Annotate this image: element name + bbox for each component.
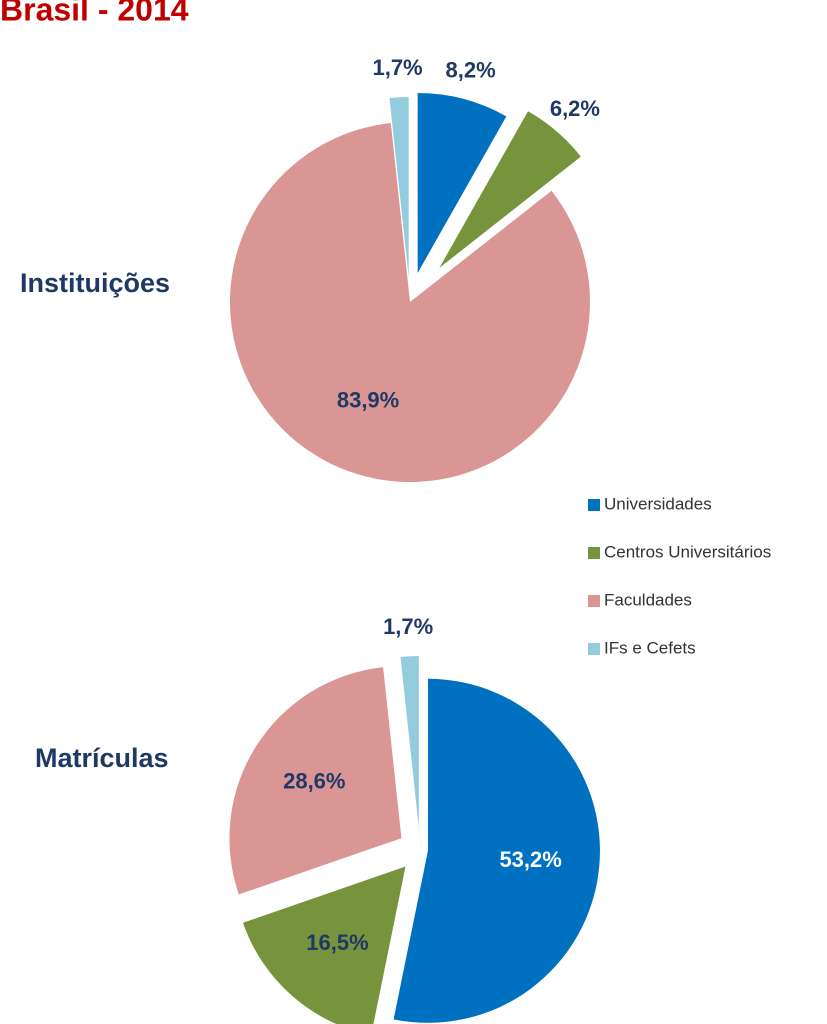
pie-slice [439,111,581,268]
legend-label: Faculdades [604,590,692,609]
pie-slice [389,97,409,278]
chart-title: Instituições [20,268,170,298]
chart-title: Matrículas [35,743,169,773]
pie-slice [400,656,419,829]
data-label: 28,6% [283,769,345,794]
page-title: Brasil - 2014 [0,0,189,27]
data-label: 8,2% [446,58,496,83]
data-label: 16,5% [306,930,368,955]
legend-label: Centros Universitários [604,542,771,561]
legend-swatch [588,595,600,607]
legend-swatch [588,643,600,655]
legend-label: IFs e Cefets [604,638,696,657]
data-label: 1,7% [372,55,422,80]
pie-slice [417,92,507,273]
legend-label: Universidades [604,494,712,513]
pie-slice [242,866,406,1024]
legend-swatch [588,547,600,559]
data-label: 6,2% [550,96,600,121]
data-label: 1,7% [383,614,433,639]
pie-slice [393,678,600,1023]
data-label: 53,2% [499,847,561,872]
pie-slice [230,123,591,482]
legend-swatch [588,499,600,511]
pie-slice [229,667,402,895]
data-label: 83,9% [337,387,399,412]
